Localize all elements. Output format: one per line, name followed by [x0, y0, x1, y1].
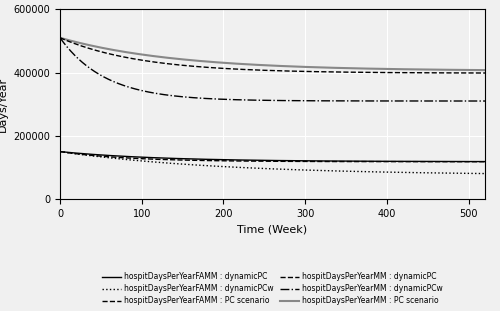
- X-axis label: Time (Week): Time (Week): [238, 224, 308, 234]
- Legend: hospitDaysPerYearFAMM : dynamicPC, hospitDaysPerYearFAMM : dynamicPCw, hospitDay: hospitDaysPerYearFAMM : dynamicPC, hospi…: [99, 269, 446, 309]
- Y-axis label: Days/Year: Days/Year: [0, 77, 8, 132]
